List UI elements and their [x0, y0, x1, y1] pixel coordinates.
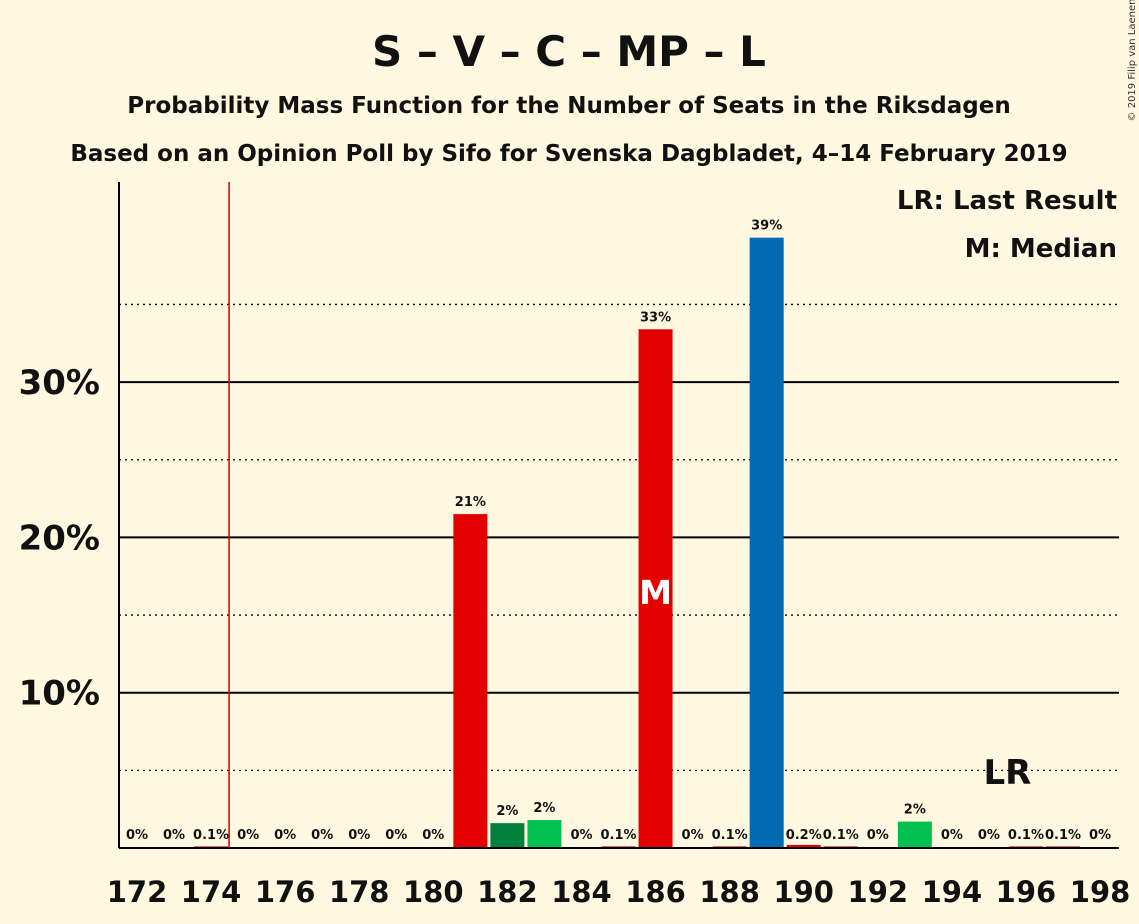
- y-tick-label: 30%: [19, 363, 100, 403]
- data-label-179: 0%: [385, 828, 407, 843]
- data-label-182: 2%: [496, 804, 518, 819]
- x-tick-label: 198: [1070, 875, 1131, 909]
- x-tick-label: 178: [329, 875, 390, 909]
- data-label-197: 0.1%: [1045, 828, 1081, 843]
- data-label-181: 21%: [455, 495, 486, 510]
- data-label-176: 0%: [274, 828, 296, 843]
- bar-193: [897, 821, 932, 848]
- data-label-191: 0.1%: [823, 828, 859, 843]
- data-label-196: 0.1%: [1008, 828, 1044, 843]
- x-tick-label: 180: [403, 875, 464, 909]
- data-label-195: 0%: [978, 828, 1000, 843]
- data-label-172: 0%: [126, 828, 148, 843]
- x-tick-label: 190: [773, 875, 834, 909]
- data-label-198: 0%: [1089, 828, 1111, 843]
- chart-title: S – V – C – MP – L: [372, 27, 766, 76]
- data-label-194: 0%: [941, 828, 963, 843]
- bar-186: [638, 329, 673, 849]
- x-tick-label: 176: [255, 875, 316, 909]
- data-label-193: 2%: [904, 803, 926, 818]
- copyright-notice: © 2019 Filip van Laenen: [1127, 0, 1138, 121]
- data-label-190: 0.2%: [786, 828, 822, 843]
- y-tick-label: 20%: [19, 518, 100, 558]
- legend-last-result: LR: Last Result: [897, 186, 1117, 216]
- grid-lines: [119, 303, 1119, 771]
- legend-median: M: Median: [965, 234, 1117, 264]
- data-label-186: 33%: [640, 310, 671, 325]
- data-labels-group: 0% 0% 0.1% 0% 0% 0% 0% 0% 0% 21% 2% 2% 0% 0.1% 33% 0% 0.…: [126, 219, 1111, 843]
- x-tick-label: 186: [625, 875, 686, 909]
- bar-189: [749, 237, 784, 848]
- median-marker: M: [639, 573, 672, 612]
- data-label-187: 0%: [682, 828, 704, 843]
- last-result-marker: LR: [984, 753, 1032, 793]
- x-tick-label: 172: [107, 875, 168, 909]
- data-label-180: 0%: [422, 828, 444, 843]
- bar-181: [453, 514, 488, 848]
- x-tick-label: 196: [996, 875, 1057, 909]
- data-label-175: 0%: [237, 828, 259, 843]
- chart-subtitle-1: Probability Mass Function for the Number…: [127, 93, 1010, 119]
- data-label-174: 0.1%: [193, 828, 229, 843]
- data-label-173: 0%: [163, 828, 185, 843]
- x-tick-label: 188: [699, 875, 760, 909]
- data-label-177: 0%: [311, 828, 333, 843]
- data-label-183: 2%: [533, 801, 555, 816]
- bar-182: [490, 823, 525, 848]
- bar-190: [786, 844, 821, 848]
- x-tick-label: 194: [922, 875, 983, 909]
- x-tick-label: 182: [477, 875, 538, 909]
- data-label-189: 39%: [751, 219, 782, 234]
- chart-subtitle-2: Based on an Opinion Poll by Sifo for Sve…: [70, 141, 1067, 167]
- x-tick-label: 174: [181, 875, 242, 909]
- data-label-178: 0%: [348, 828, 370, 843]
- bar-183: [527, 820, 562, 848]
- x-tick-label: 192: [848, 875, 909, 909]
- data-label-184: 0%: [570, 828, 592, 843]
- data-label-185: 0.1%: [600, 828, 636, 843]
- x-tick-label: 184: [551, 875, 612, 909]
- x-axis-ticks: 172 174 176 178 180 182 184 186 188 190 192 194 196 1…: [107, 875, 1131, 909]
- data-label-188: 0.1%: [712, 828, 748, 843]
- data-label-192: 0%: [867, 828, 889, 843]
- y-tick-label: 10%: [19, 674, 100, 714]
- y-axis-ticks: 10% 20% 30%: [19, 363, 100, 714]
- bars-group: [194, 237, 1080, 849]
